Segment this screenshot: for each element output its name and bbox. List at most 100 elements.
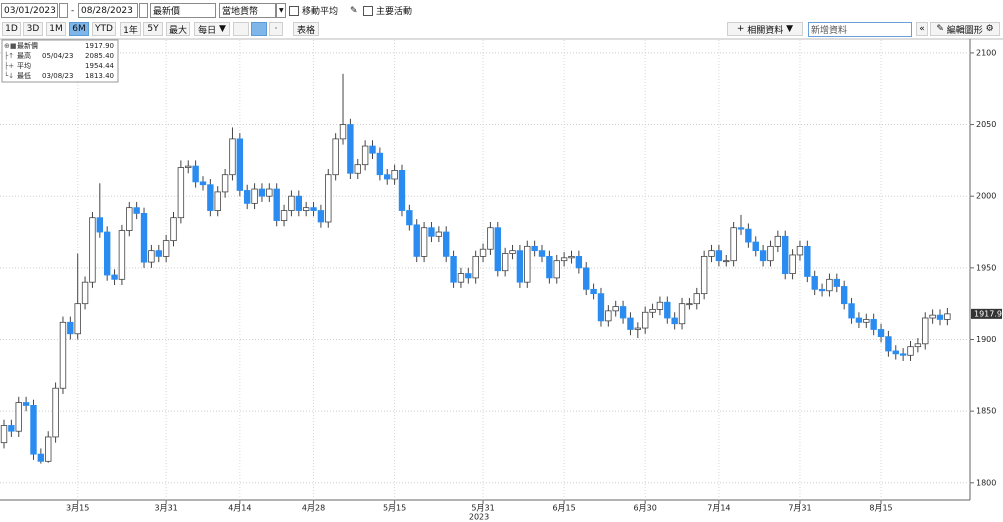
candle-body	[273, 188, 280, 221]
candle-body	[170, 217, 177, 242]
events-toggle[interactable]: 主要活動	[363, 3, 412, 18]
tool-button[interactable]	[233, 22, 249, 36]
tool-button[interactable]: ·	[269, 22, 283, 36]
edit-chart-button[interactable]: ✎ 編輯圖形 ⚙	[930, 22, 1000, 36]
legend-date: 05/04/23	[42, 52, 73, 60]
end-date[interactable]: 08/28/2023	[78, 3, 138, 18]
candle-body	[649, 309, 656, 313]
candle-body	[347, 124, 354, 174]
legend-value: 1917.90	[85, 42, 114, 50]
candle-body	[155, 250, 162, 257]
candle-body	[840, 286, 848, 305]
candle-body	[538, 250, 546, 257]
collapse-button[interactable]: «	[916, 22, 928, 36]
period-button[interactable]: YTD	[92, 22, 116, 36]
candle-body	[288, 195, 295, 211]
candle-body	[641, 311, 649, 329]
candle-body	[74, 303, 81, 335]
currency-select[interactable]: 當地貨幣	[219, 3, 276, 18]
candle-body	[8, 425, 15, 432]
legend-value: 1954.44	[85, 62, 114, 70]
candle-body	[693, 293, 700, 305]
candle-body	[0, 425, 8, 444]
candle-body	[413, 224, 420, 257]
candle-body	[479, 248, 487, 257]
candle-body	[656, 301, 664, 310]
candle-body	[52, 387, 59, 438]
x-tick-label: 3月31	[154, 504, 177, 513]
table-button[interactable]: 表格	[293, 22, 319, 36]
moving-average-toggle[interactable]: 移動平均	[289, 3, 338, 18]
x-tick-label: 7月14	[707, 504, 730, 513]
calendar-icon[interactable]	[139, 3, 148, 18]
candle-body	[45, 436, 52, 462]
candle-body	[229, 138, 236, 176]
legend-name: 最高	[17, 51, 31, 60]
dropdown-arrow[interactable]: ▼	[276, 3, 286, 18]
candle-body	[244, 190, 251, 204]
candle-body	[730, 227, 737, 262]
candle-body	[339, 124, 347, 140]
candle-body	[583, 267, 590, 290]
candle-body	[922, 317, 929, 345]
candle-body	[914, 343, 922, 348]
candle-body	[789, 254, 796, 274]
candle-body	[715, 250, 723, 262]
legend-name: 平均	[17, 61, 31, 70]
candle-body	[103, 231, 111, 276]
last-value-label: 1917.90	[974, 309, 1003, 318]
tool-button[interactable]	[251, 22, 267, 36]
period-button[interactable]: 最大	[166, 22, 190, 36]
candle-body	[516, 250, 524, 283]
candle-body	[59, 321, 67, 389]
candle-body	[207, 184, 214, 211]
candle-body	[774, 235, 782, 247]
period-button[interactable]: 3D	[23, 22, 43, 36]
candle-body	[870, 319, 877, 330]
candle-body	[899, 353, 907, 356]
candle-body	[369, 145, 376, 154]
legend-value: 2085.40	[85, 52, 114, 60]
candle-body	[126, 207, 133, 231]
candle-body	[929, 314, 936, 319]
period-button[interactable]: 5Y	[143, 22, 163, 36]
related-button[interactable]: + 相關資料 ▼	[727, 22, 803, 36]
candle-body	[361, 145, 369, 166]
candle-body	[376, 152, 384, 176]
add-data-input[interactable]: 新增資料	[808, 22, 912, 37]
candle-body	[575, 255, 583, 269]
y-tick-label: 1800	[976, 478, 996, 487]
x-tick-label: 7月31	[788, 504, 811, 513]
period-button[interactable]: 1M	[46, 22, 66, 36]
candle-body	[214, 191, 221, 211]
candle-body	[295, 195, 302, 211]
period-button[interactable]: 1年	[120, 22, 141, 36]
legend-name: 最低	[17, 71, 31, 80]
candle-body	[818, 288, 826, 292]
candle-body	[833, 278, 841, 287]
candle-body	[465, 273, 472, 279]
legend-symbol: └↓	[4, 71, 14, 80]
candle-body	[221, 174, 229, 193]
candle-body	[236, 138, 244, 191]
candle-body	[140, 212, 148, 263]
candle-body	[428, 227, 435, 237]
candle-body	[185, 165, 192, 168]
candle-body	[118, 230, 126, 280]
period-button[interactable]: 6M	[69, 22, 89, 36]
start-date[interactable]: 03/01/2023	[1, 3, 58, 18]
x-tick-label: 6月15	[552, 504, 575, 513]
candle-body	[148, 250, 155, 263]
y-tick-label: 2100	[976, 48, 996, 57]
candle-body	[877, 329, 885, 338]
calendar-icon[interactable]	[59, 3, 68, 18]
period-button[interactable]: 1D	[2, 22, 21, 36]
y-tick-label: 1900	[976, 335, 996, 344]
x-tick-label: 8月15	[869, 504, 892, 513]
edit-chart-label: 編輯圖形	[946, 25, 983, 36]
candle-body	[737, 227, 745, 230]
pencil-icon[interactable]: ✎	[350, 5, 358, 16]
field-select[interactable]: 最新價	[150, 3, 216, 18]
candle-body	[487, 227, 494, 250]
frequency-select[interactable]: 每日 ▼	[194, 22, 230, 36]
